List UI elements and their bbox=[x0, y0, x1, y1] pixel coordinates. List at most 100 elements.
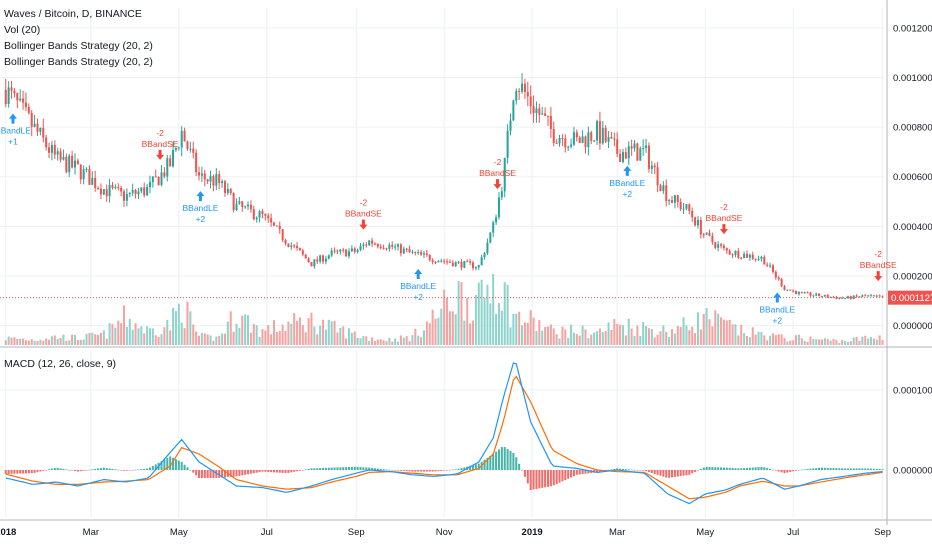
candle-body bbox=[656, 167, 659, 186]
candle-body bbox=[760, 256, 763, 259]
volume-bar bbox=[457, 281, 460, 345]
volume-bar bbox=[518, 311, 521, 345]
volume-bar bbox=[125, 327, 128, 345]
histogram-bar bbox=[94, 468, 97, 470]
price-pane-legend: Waves / Bitcoin, D, BINANCE Vol (20) Bol… bbox=[4, 6, 153, 70]
histogram-bar bbox=[189, 470, 192, 471]
histogram-bar bbox=[809, 468, 812, 470]
volume-bar bbox=[639, 335, 642, 345]
candle-body bbox=[694, 217, 697, 226]
candle-body bbox=[255, 217, 258, 220]
volume-bar bbox=[466, 297, 469, 345]
histogram-bar bbox=[711, 467, 714, 470]
candle-body bbox=[653, 165, 656, 168]
histogram-bar bbox=[526, 470, 529, 484]
volume-bar bbox=[774, 335, 777, 345]
histogram-bar bbox=[587, 470, 590, 474]
volume-bar bbox=[27, 340, 30, 345]
candle-body bbox=[812, 295, 815, 297]
histogram-bar bbox=[751, 467, 754, 470]
histogram-bar bbox=[247, 470, 250, 475]
histogram-bar bbox=[766, 468, 769, 470]
short-entry-qty: -2 bbox=[156, 128, 164, 138]
candle-body bbox=[304, 254, 307, 259]
volume-bar bbox=[881, 340, 884, 345]
volume-bar bbox=[88, 333, 91, 345]
histogram-bar bbox=[345, 467, 348, 470]
candle-body bbox=[425, 253, 428, 255]
candle-body bbox=[867, 295, 870, 297]
volume-bar bbox=[376, 339, 379, 345]
volume-bar bbox=[347, 328, 350, 345]
volume-bar bbox=[800, 338, 803, 345]
candle-body bbox=[483, 253, 486, 258]
candle-body bbox=[518, 90, 521, 92]
candle-body bbox=[489, 232, 492, 243]
histogram-bar bbox=[621, 468, 624, 470]
candle-body bbox=[731, 254, 734, 256]
histogram-bar bbox=[740, 468, 743, 470]
candle-body bbox=[728, 250, 731, 255]
volume-bar bbox=[471, 320, 475, 345]
histogram-bar bbox=[137, 469, 140, 470]
candle-body bbox=[296, 245, 299, 249]
volume-bar bbox=[645, 326, 648, 345]
macd-legend[interactable]: MACD (12, 26, close, 9) bbox=[4, 358, 117, 370]
volume-bar bbox=[50, 336, 53, 345]
candle-body bbox=[619, 153, 622, 163]
candle-body bbox=[474, 267, 477, 269]
candle-body bbox=[616, 139, 619, 154]
histogram-bar bbox=[241, 470, 244, 476]
histogram-bar bbox=[838, 468, 841, 470]
histogram-bar bbox=[322, 467, 325, 470]
candle-body bbox=[659, 185, 662, 192]
strategy-legend-2[interactable]: Bollinger Bands Strategy (20, 2) bbox=[4, 56, 153, 68]
histogram-bar bbox=[310, 468, 313, 470]
candle-body bbox=[226, 188, 229, 193]
histogram-bar bbox=[36, 470, 39, 473]
volume-bar bbox=[446, 298, 449, 345]
volume-bar bbox=[226, 321, 229, 345]
candle-body bbox=[27, 107, 30, 113]
volume-bar bbox=[665, 332, 668, 345]
volume-bar bbox=[301, 325, 304, 345]
candle-body bbox=[353, 248, 356, 252]
histogram-bar bbox=[774, 470, 777, 471]
candle-body bbox=[169, 158, 172, 167]
volume-bar bbox=[846, 341, 849, 345]
histogram-bar bbox=[549, 470, 552, 487]
candle-body bbox=[676, 195, 679, 203]
volume-bar bbox=[578, 335, 581, 345]
histogram-bar bbox=[789, 470, 792, 472]
histogram-bar bbox=[347, 467, 350, 470]
candle-body bbox=[30, 112, 33, 127]
candle-body bbox=[647, 145, 650, 169]
volume-bar bbox=[777, 334, 780, 345]
histogram-bar bbox=[339, 467, 342, 470]
volume-bar bbox=[570, 324, 573, 345]
time-tick-label: 2019 bbox=[522, 527, 543, 538]
histogram-bar bbox=[73, 470, 77, 472]
volume-bar bbox=[391, 341, 394, 345]
strategy-legend-1[interactable]: Bollinger Bands Strategy (20, 2) bbox=[4, 40, 153, 52]
candle-body bbox=[561, 137, 564, 139]
candle-body bbox=[298, 248, 301, 251]
histogram-bar bbox=[769, 468, 772, 470]
volume-bar bbox=[85, 333, 88, 345]
volume-bar bbox=[855, 336, 858, 345]
symbol-title[interactable]: Waves / Bitcoin, D, BINANCE bbox=[4, 8, 142, 20]
histogram-bar bbox=[532, 470, 535, 490]
volume-bar bbox=[541, 330, 544, 345]
volume-bar bbox=[397, 341, 400, 345]
candle-body bbox=[379, 246, 382, 248]
histogram-bar bbox=[497, 449, 500, 470]
histogram-bar bbox=[206, 470, 209, 478]
candle-body bbox=[460, 261, 463, 268]
volume-bar bbox=[604, 330, 607, 345]
histogram-bar bbox=[647, 470, 650, 473]
histogram-bar bbox=[290, 470, 293, 473]
candle-body bbox=[786, 289, 789, 291]
volume-legend[interactable]: Vol (20) bbox=[4, 24, 41, 36]
